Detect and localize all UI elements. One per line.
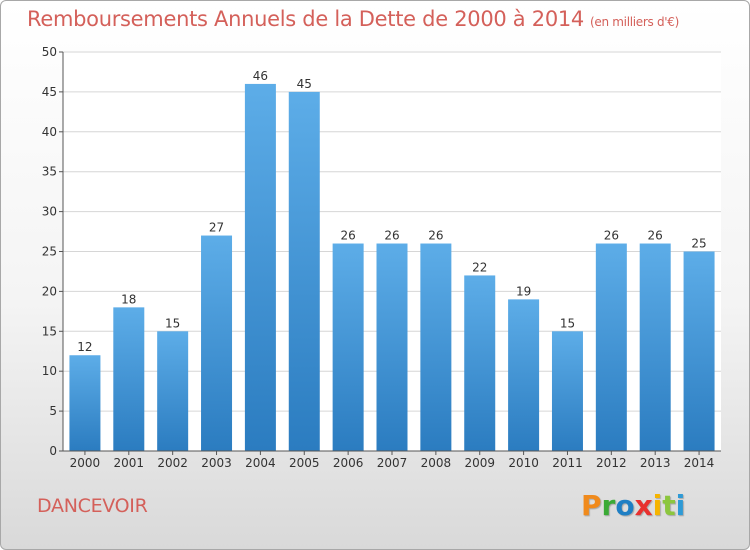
bar-value-label: 45	[297, 77, 312, 91]
y-tick-label: 10	[42, 364, 57, 378]
logo-letter: P	[581, 489, 602, 522]
bar-value-label: 12	[77, 340, 92, 354]
bar	[595, 243, 627, 451]
x-tick-label: 2008	[421, 456, 452, 470]
bar	[157, 331, 189, 451]
bar	[639, 243, 671, 451]
y-tick-label: 5	[49, 404, 57, 418]
bar-value-label: 46	[253, 69, 268, 83]
logo-letter: x	[634, 489, 653, 522]
bar	[69, 355, 101, 451]
bar	[551, 331, 583, 451]
x-tick-label: 2009	[464, 456, 495, 470]
y-tick-label: 40	[42, 125, 57, 139]
logo-letter: r	[601, 489, 616, 522]
commune-name: DANCEVOIR	[37, 495, 148, 517]
bar-value-label: 26	[648, 229, 663, 243]
bar-value-label: 26	[340, 229, 355, 243]
y-tick-label: 20	[42, 284, 57, 298]
bar	[683, 251, 715, 451]
bar	[420, 243, 452, 451]
x-tick-label: 2013	[640, 456, 671, 470]
bar	[288, 91, 320, 452]
x-tick-label: 2002	[157, 456, 188, 470]
y-tick-label: 30	[42, 205, 57, 219]
y-tick-label: 35	[42, 165, 57, 179]
bar-value-label: 15	[165, 316, 180, 330]
y-tick-label: 15	[42, 324, 57, 338]
x-tick-label: 2007	[377, 456, 408, 470]
bar	[201, 235, 233, 451]
x-tick-label: 2006	[333, 456, 364, 470]
chart-title-text: Remboursements Annuels de la Dette de 20…	[27, 7, 584, 31]
y-tick-label: 45	[42, 85, 57, 99]
x-tick-label: 2004	[245, 456, 276, 470]
x-tick-label: 2012	[596, 456, 627, 470]
y-tick-label: 25	[42, 245, 57, 259]
logo-letter: t	[662, 489, 676, 522]
bar	[113, 307, 145, 451]
bar-value-label: 26	[604, 229, 619, 243]
bar-value-label: 18	[121, 292, 136, 306]
logo-letter: o	[615, 489, 635, 522]
x-tick-label: 2010	[508, 456, 539, 470]
x-tick-label: 2011	[552, 456, 583, 470]
y-tick-label: 0	[49, 444, 57, 458]
chart-subtitle: (en milliers d'€)	[590, 15, 680, 29]
bar	[244, 83, 276, 452]
bar	[376, 243, 408, 451]
chart-title: Remboursements Annuels de la Dette de 20…	[27, 7, 679, 31]
x-tick-label: 2000	[70, 456, 101, 470]
x-tick-label: 2014	[684, 456, 715, 470]
bar	[508, 299, 540, 451]
x-tick-label: 2003	[201, 456, 232, 470]
bars: 12 18 15 27 46 45 26 26 26 22 19 15 26 26 25	[69, 69, 715, 452]
bar-value-label: 15	[560, 316, 575, 330]
bar	[332, 243, 364, 451]
bar-value-label: 19	[516, 284, 531, 298]
axes: 0 5 10 15 20 25 30 35 40 45 50 2000 2001 2002 2003 2004…	[42, 45, 721, 470]
y-tick-label: 50	[42, 45, 57, 59]
logo-letter: i	[652, 489, 663, 522]
bar-value-label: 27	[209, 221, 224, 235]
bar-value-label: 22	[472, 260, 487, 274]
proxiti-logo: Proxiti	[581, 489, 685, 522]
x-tick-label: 2001	[114, 456, 145, 470]
bar-value-label: 26	[428, 229, 443, 243]
bar	[464, 275, 496, 451]
bar-value-label: 26	[384, 229, 399, 243]
x-tick-label: 2005	[289, 456, 320, 470]
logo-letter: i	[675, 489, 686, 522]
bar-value-label: 25	[691, 237, 706, 251]
